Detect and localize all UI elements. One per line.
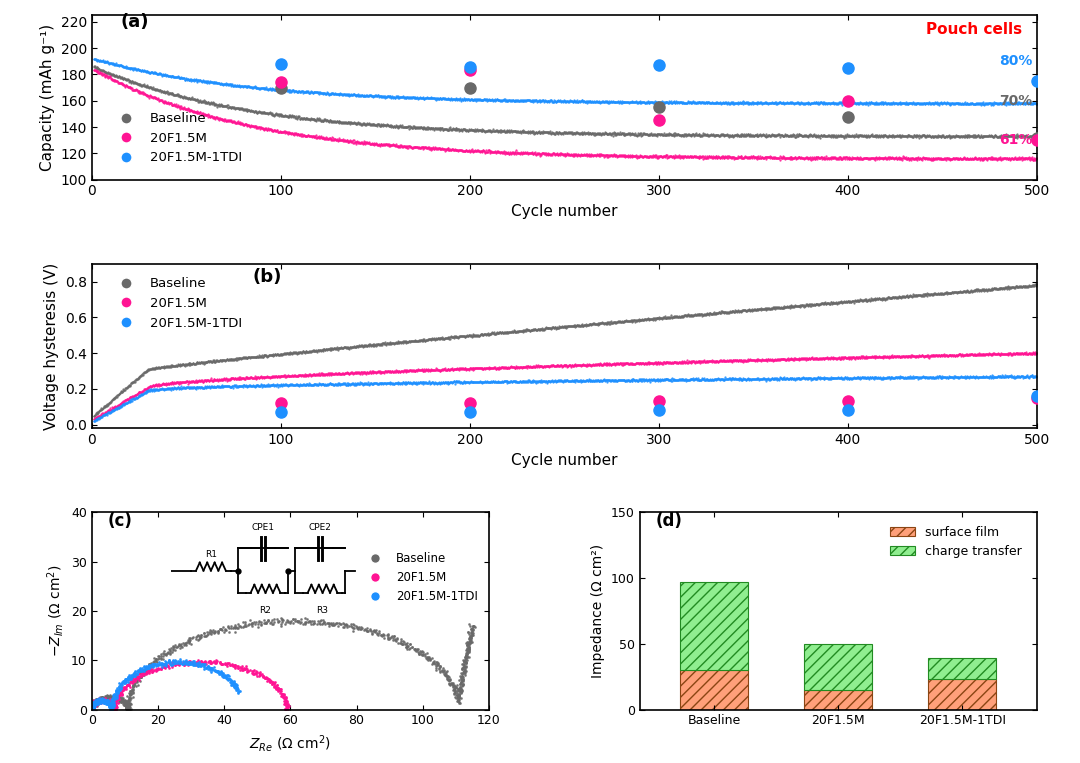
Y-axis label: $-Z_{Im}$ ($\Omega$ cm$^2$): $-Z_{Im}$ ($\Omega$ cm$^2$) [44, 565, 66, 658]
X-axis label: $Z_{Re}$ ($\Omega$ cm$^2$): $Z_{Re}$ ($\Omega$ cm$^2$) [249, 733, 332, 754]
Bar [928, 679, 997, 710]
Y-axis label: Capacity (mAh g⁻¹): Capacity (mAh g⁻¹) [40, 24, 55, 171]
Text: (a): (a) [120, 13, 149, 31]
Legend: Baseline, 20F1.5M, 20F1.5M-1TDI: Baseline, 20F1.5M, 20F1.5M-1TDI [108, 272, 247, 335]
Text: (c): (c) [108, 512, 133, 530]
Y-axis label: Voltage hysteresis (V): Voltage hysteresis (V) [44, 262, 59, 430]
Bar [680, 670, 748, 710]
Text: 70%: 70% [999, 94, 1032, 108]
Bar [805, 690, 873, 710]
Bar [928, 658, 997, 679]
Y-axis label: Impedance (Ω cm²): Impedance (Ω cm²) [592, 544, 606, 678]
Text: 61%: 61% [999, 134, 1032, 147]
Text: (b): (b) [253, 268, 282, 286]
X-axis label: Cycle number: Cycle number [511, 204, 618, 219]
Legend: Baseline, 20F1.5M, 20F1.5M-1TDI: Baseline, 20F1.5M, 20F1.5M-1TDI [108, 107, 247, 169]
Bar [680, 582, 748, 670]
Bar [805, 644, 873, 690]
Text: 80%: 80% [999, 54, 1032, 68]
Legend: surface film, charge transfer: surface film, charge transfer [885, 520, 1027, 563]
X-axis label: Cycle number: Cycle number [511, 452, 618, 468]
Text: (d): (d) [656, 512, 683, 530]
Text: Pouch cells: Pouch cells [927, 22, 1023, 37]
Legend: Baseline, 20F1.5M, 20F1.5M-1TDI: Baseline, 20F1.5M, 20F1.5M-1TDI [359, 547, 483, 607]
